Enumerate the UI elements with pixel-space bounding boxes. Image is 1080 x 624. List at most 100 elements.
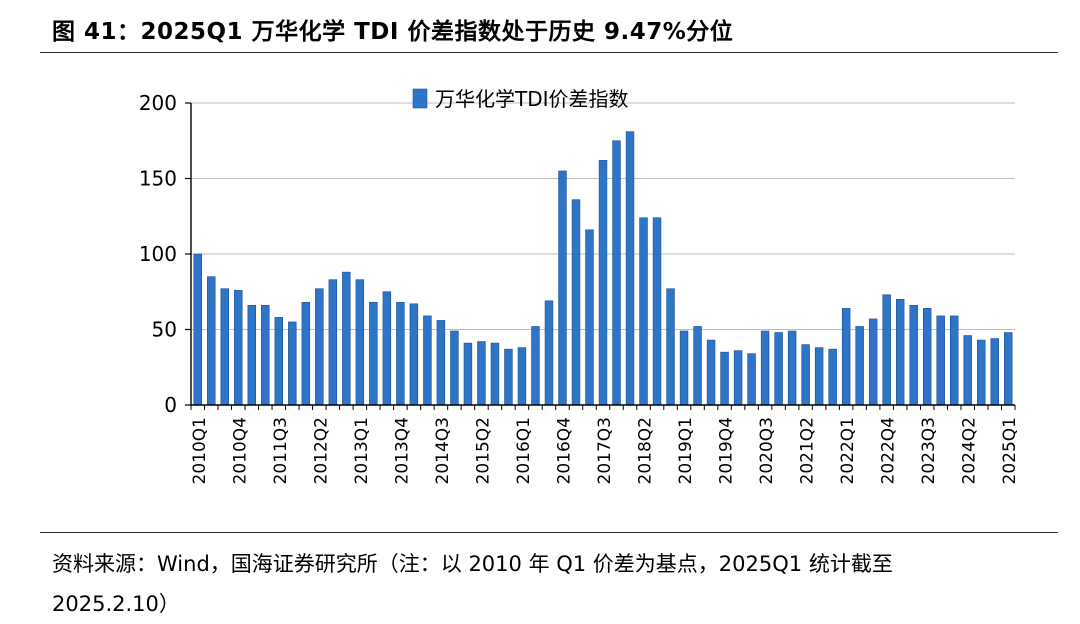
bar-2022Q3 [868,318,878,406]
axes [185,102,1016,410]
bar-2016Q4 [558,170,567,406]
legend: 万华化学TDI价差指数 [412,87,629,111]
bar-2012Q2 [315,288,324,406]
bar-2020Q4 [774,332,783,406]
x-tick-label: 2019Q4 [717,417,737,484]
source-note: 资料来源：Wind，国海证券研究所（注：以 2010 年 Q1 价差为基点，20… [52,544,1052,624]
bar-2020Q1 [733,350,743,406]
bar-2014Q1 [409,303,419,406]
top-divider [40,52,1058,53]
x-tick-label: 2013Q4 [392,417,412,484]
x-tick-label: 2015Q2 [473,417,493,484]
bar-2010Q3 [220,288,229,406]
bar-2015Q3 [490,342,500,406]
x-tick-label: 2010Q4 [230,417,250,484]
bar-2011Q3 [274,317,284,406]
bar-2025Q1 [1004,332,1013,406]
legend-swatch [412,88,428,109]
x-tick-label: 2024Q2 [960,417,980,484]
bar-2017Q3 [598,160,608,406]
bar-2010Q1 [193,253,202,406]
y-tick-label: 0 [164,393,177,417]
bar-2023Q1 [895,298,905,406]
x-tick-labels: 2010Q1 2010Q4 2011Q3 2012Q2 2013Q1 2013Q4 2014… [190,417,1020,484]
figure-title: 图 41：2025Q1 万华化学 TDI 价差指数处于历史 9.47%分位 [52,19,734,45]
x-tick-label: 2022Q1 [838,417,858,484]
x-tick-label: 2011Q3 [271,417,291,484]
x-tick-label: 2020Q3 [757,417,777,484]
source-line-2: 2025.2.10） [52,592,180,616]
x-tick-label: 2016Q1 [514,417,534,484]
bar-2024Q4 [990,338,999,406]
bar-2020Q3 [760,330,770,406]
bar-2024Q2 [963,335,972,406]
bar-2015Q2 [477,341,486,406]
x-tick-label: 2018Q2 [636,417,656,484]
bar-2012Q3 [328,279,338,406]
bar-2011Q1 [247,305,257,406]
x-tick-label: 2022Q4 [879,417,899,484]
x-tick-label: 2023Q3 [919,417,939,484]
bar-2023Q4 [936,315,945,406]
legend-label: 万华化学TDI价差指数 [435,87,629,111]
bar-2010Q4 [234,289,243,406]
bar-2019Q2 [693,326,702,406]
bar-2010Q2 [207,276,216,406]
bar-2021Q4 [828,348,837,406]
bar-2023Q2 [909,305,918,406]
x-tick-label: 2017Q3 [595,417,615,484]
bar-2024Q3 [977,339,986,406]
bar-2019Q1 [679,330,689,406]
y-tick-label: 200 [139,91,177,115]
x-tick-label: 2010Q1 [190,417,210,484]
y-tick-labels: 0 50 100 150 200 [139,91,177,417]
bar-2011Q4 [288,321,297,406]
bar-2014Q4 [450,330,459,406]
bars [193,131,1013,406]
bar-2012Q4 [342,271,351,406]
bar-2024Q1 [949,315,959,406]
bar-2013Q1 [355,279,365,406]
y-tick-label: 150 [139,167,177,191]
bar-2015Q4 [504,348,513,406]
bar-2018Q3 [652,217,662,406]
bar-2014Q2 [423,315,432,406]
bar-2021Q1 [787,330,797,406]
bar-2022Q2 [855,326,864,406]
bar-2015Q1 [463,342,473,406]
x-tick-label: 2021Q2 [798,417,818,484]
bar-2017Q4 [612,140,621,406]
x-tick-label: 2014Q3 [433,417,453,484]
bar-2011Q2 [261,305,270,406]
x-tick-label: 2025Q1 [1000,417,1020,484]
bar-2013Q3 [382,291,392,406]
bar-2016Q3 [544,300,554,406]
bar-2019Q4 [720,351,729,406]
bar-2022Q4 [882,294,891,406]
bar-2013Q4 [396,302,405,406]
bar-2017Q1 [571,199,581,406]
bar-2022Q1 [841,308,851,406]
bar-2016Q2 [531,326,540,406]
y-tick-label: 50 [152,318,177,342]
x-tick-label: 2019Q1 [676,417,696,484]
bar-2019Q3 [706,339,716,406]
bar-2018Q1 [625,131,635,406]
x-tick-label: 2012Q2 [311,417,331,484]
bar-2018Q4 [666,288,675,406]
bottom-divider [40,532,1058,533]
bar-2012Q1 [301,302,311,406]
x-tick-label: 2013Q1 [352,417,372,484]
bar-2021Q3 [814,347,824,406]
bar-2014Q3 [436,320,446,406]
bar-2018Q2 [639,217,648,406]
bar-2017Q2 [585,229,594,406]
bar-2023Q3 [922,308,932,406]
source-line-1: 资料来源：Wind，国海证券研究所（注：以 2010 年 Q1 价差为基点，20… [52,552,893,576]
bar-2013Q2 [369,302,378,406]
bar-2020Q2 [747,353,756,406]
y-tick-label: 100 [139,242,177,266]
bar-2016Q1 [517,347,527,406]
bar-2021Q2 [801,344,810,406]
